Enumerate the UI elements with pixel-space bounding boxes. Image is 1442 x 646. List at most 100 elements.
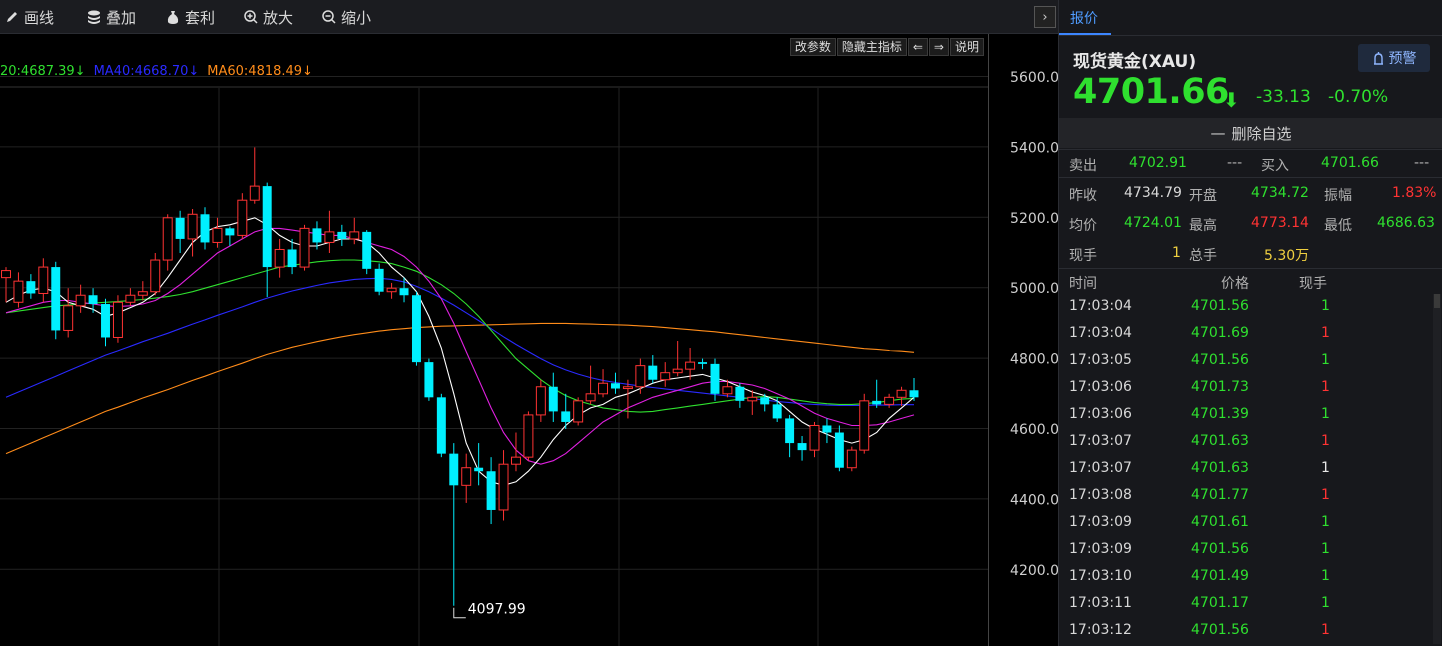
candle-body — [287, 249, 297, 268]
candle-body — [249, 185, 260, 201]
down-arrow-icon: ⬇ — [1223, 88, 1240, 112]
scrollbar-thumb[interactable] — [1434, 294, 1440, 308]
alert-icon — [1373, 52, 1383, 65]
zoom-in-button[interactable]: 放大 — [243, 6, 293, 28]
tick-price: 4701.63 — [1191, 433, 1249, 449]
kline-chart-area[interactable]: 5600.00 5400.00 5200.00 5000.00 4800.00 4600.… — [0, 34, 1058, 646]
pencil-icon — [7, 12, 17, 22]
candle-body — [872, 400, 882, 405]
ticks-scrollbar[interactable] — [1433, 294, 1441, 644]
kline-chart[interactable]: 5600.00 5400.00 5200.00 5000.00 4800.00 4600.… — [0, 34, 1058, 646]
zoom-in-label: 放大 — [263, 8, 294, 27]
open-value: 4734.72 — [1251, 185, 1309, 201]
candle-body — [735, 386, 745, 401]
tick-volume: 1 — [1321, 325, 1330, 341]
candle-body — [573, 400, 584, 423]
buy-price: 4701.66 — [1321, 155, 1379, 171]
low-marker — [453, 607, 466, 619]
tick-price: 4701.61 — [1191, 514, 1249, 530]
tick-price: 4701.56 — [1191, 541, 1249, 557]
price-alert-button[interactable]: 预警 — [1358, 44, 1430, 72]
zoom-out-button[interactable]: 缩小 — [321, 6, 371, 28]
candle-body — [896, 389, 907, 398]
tick-volume: 1 — [1321, 487, 1330, 503]
tick-row: 17:03:05 4701.56 1 — [1059, 348, 1435, 375]
draw-line-button[interactable]: 画线 — [4, 6, 54, 28]
chart-toolbar: 画线 叠加 套利 放大 缩小 › — [0, 0, 1058, 34]
candle-body — [150, 259, 161, 293]
hide-indicator-button[interactable]: 隐藏主指标 — [836, 38, 907, 56]
candle-body — [809, 424, 820, 451]
scroll-right-button[interactable]: ⇒ — [928, 38, 949, 56]
edit-params-button[interactable]: 改参数 — [789, 38, 836, 56]
tick-time: 17:03:07 — [1069, 433, 1132, 449]
candle-body — [822, 425, 832, 433]
candle-body — [175, 217, 185, 239]
zoom-in-icon — [244, 10, 258, 24]
candle-body — [535, 386, 546, 416]
ma40-line — [5, 277, 914, 406]
tick-row: 17:03:09 4701.61 1 — [1059, 510, 1435, 537]
ticks-price-header: 价格 — [1221, 276, 1249, 292]
candle-body — [585, 393, 596, 402]
tick-price: 4701.39 — [1191, 406, 1249, 422]
instrument-name: 现货黄金(XAU) — [1073, 52, 1197, 72]
ma60-line — [5, 322, 915, 455]
candle-body — [611, 383, 620, 389]
candle-body — [436, 397, 446, 454]
candle-body — [635, 365, 646, 388]
ma40-legend: MA40:4668.70↓ — [93, 64, 200, 79]
remove-watchlist-button[interactable]: — 删除自选 — [1059, 118, 1442, 148]
quote-tab[interactable]: 报价 — [1059, 0, 1442, 36]
price-change: -33.13 — [1256, 87, 1311, 107]
candle-body — [698, 362, 708, 364]
tick-price: 4701.69 — [1191, 325, 1249, 341]
tick-row: 17:03:12 4701.56 1 — [1059, 618, 1435, 645]
candle-body — [212, 227, 223, 243]
tick-volume: 1 — [1321, 406, 1330, 422]
buy-volume: --- — [1414, 155, 1430, 171]
candle-body — [399, 288, 409, 296]
candle-body — [648, 365, 658, 380]
tick-time: 17:03:06 — [1069, 379, 1132, 395]
candle-body — [884, 396, 895, 405]
candle-body — [38, 266, 49, 294]
candle-body — [26, 281, 36, 294]
candle-body — [112, 301, 123, 338]
candle-body — [598, 382, 609, 395]
tick-row: 17:03:09 4701.56 1 — [1059, 537, 1435, 564]
candle-body — [785, 418, 795, 444]
candle-body — [486, 471, 496, 510]
tick-row: 17:03:04 4701.69 1 — [1059, 321, 1435, 348]
tick-price: 4701.56 — [1191, 298, 1249, 314]
overlay-button[interactable]: 叠加 — [86, 6, 136, 28]
tick-time: 17:03:04 — [1069, 325, 1132, 341]
arbitrage-button[interactable]: 套利 — [165, 6, 215, 28]
candle-body — [75, 294, 86, 307]
y-tick-label: 4800.00 — [1010, 352, 1058, 368]
stack-icon — [88, 10, 100, 24]
collapse-panel-button[interactable]: › — [1034, 6, 1056, 28]
candle-body — [747, 396, 758, 402]
candle-body — [337, 231, 347, 239]
draw-line-label: 画线 — [24, 8, 55, 27]
tick-time: 17:03:07 — [1069, 460, 1132, 476]
amplitude-value: 1.83% — [1392, 185, 1437, 201]
tick-volume: 1 — [1321, 622, 1330, 638]
tick-time: 17:03:06 — [1069, 406, 1132, 422]
ma20-line — [5, 259, 915, 413]
arbitrage-label: 套利 — [185, 8, 216, 27]
buy-label: 买入 — [1261, 158, 1289, 174]
candle-body — [200, 214, 210, 243]
tick-volume: 1 — [1321, 541, 1330, 557]
candle-body — [187, 213, 198, 240]
candle-body — [312, 228, 322, 243]
zoom-out-label: 缩小 — [341, 8, 372, 27]
tick-price: 4701.63 — [1191, 460, 1249, 476]
candle-body — [1, 270, 11, 279]
help-button[interactable]: 说明 — [949, 38, 984, 56]
chart-button-group: 改参数 隐藏主指标 ⇐ ⇒ 说明 — [789, 38, 984, 56]
scroll-left-button[interactable]: ⇐ — [907, 38, 928, 56]
divider — [1059, 177, 1442, 178]
quote-tab-label: 报价 — [1070, 11, 1098, 27]
